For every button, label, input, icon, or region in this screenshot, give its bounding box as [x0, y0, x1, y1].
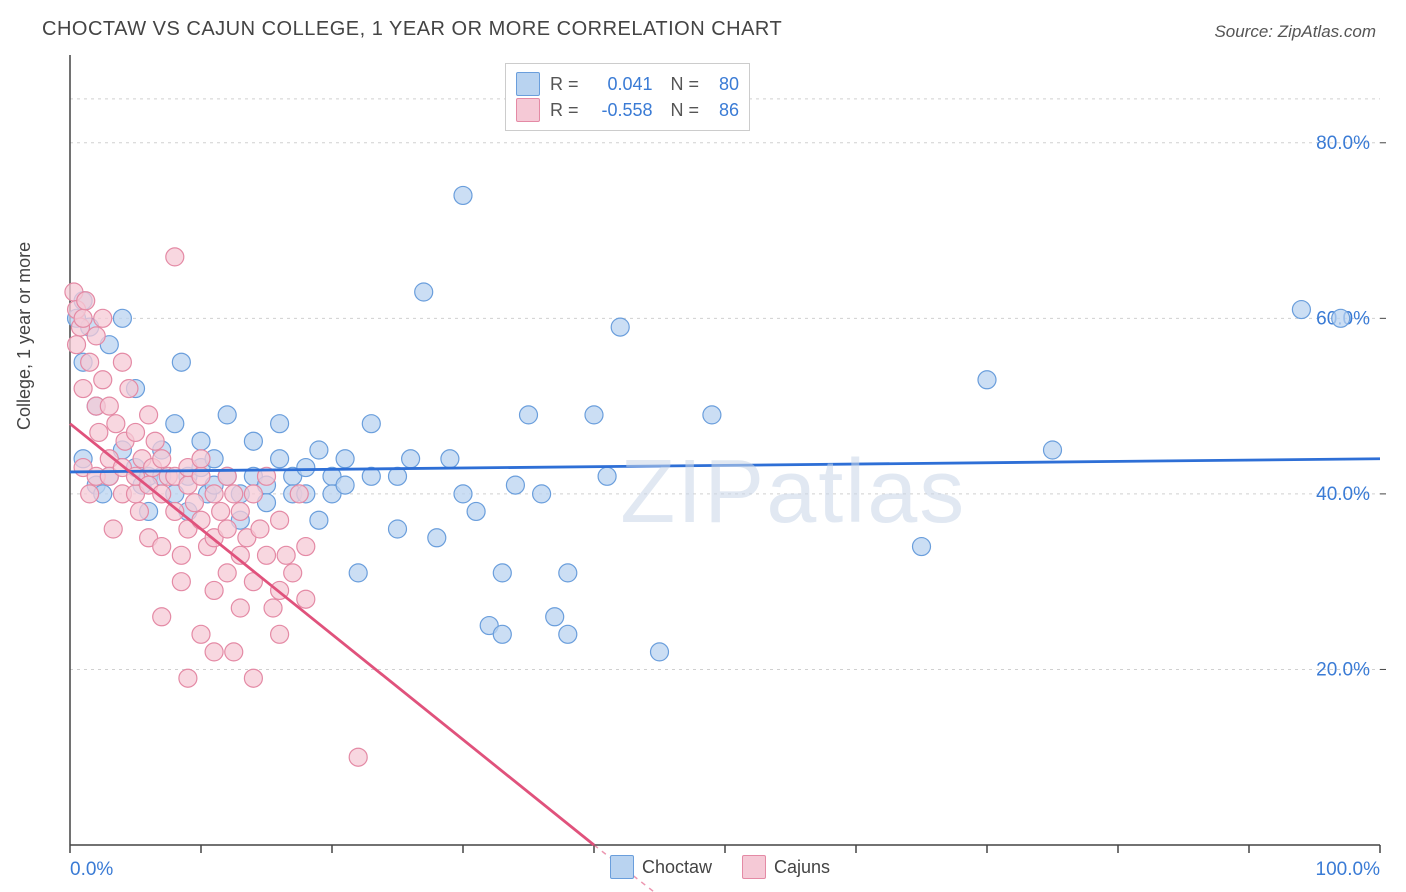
corr-legend-row: R = -0.558 N = 86 — [516, 98, 739, 122]
r-label: R = — [550, 74, 579, 95]
r-label: R = — [550, 100, 579, 121]
scatter-plot: 0.0%100.0%20.0%40.0%60.0%80.0% — [50, 55, 1380, 885]
corr-legend-row: R = 0.041 N = 80 — [516, 72, 739, 96]
source-label: Source: ZipAtlas.com — [1214, 22, 1376, 42]
legend-label: Cajuns — [774, 857, 830, 878]
series-legend: Choctaw Cajuns — [610, 855, 830, 879]
legend-item: Cajuns — [742, 855, 830, 879]
legend-label: Choctaw — [642, 857, 712, 878]
source-name: ZipAtlas.com — [1278, 22, 1376, 41]
legend-swatch — [610, 855, 634, 879]
legend-item: Choctaw — [610, 855, 712, 879]
svg-text:20.0%: 20.0% — [1316, 659, 1370, 680]
y-axis-label: College, 1 year or more — [14, 242, 35, 430]
svg-text:80.0%: 80.0% — [1316, 133, 1370, 154]
svg-text:0.0%: 0.0% — [70, 859, 113, 880]
r-value: 0.041 — [589, 74, 653, 95]
source-prefix: Source: — [1214, 22, 1277, 41]
n-value: 86 — [709, 100, 739, 121]
legend-swatch — [516, 72, 540, 96]
svg-text:100.0%: 100.0% — [1316, 859, 1381, 880]
chart-area: 0.0%100.0%20.0%40.0%60.0%80.0% ZIPatlas … — [50, 55, 1380, 845]
legend-swatch — [742, 855, 766, 879]
legend-swatch — [516, 98, 540, 122]
svg-text:40.0%: 40.0% — [1316, 484, 1370, 505]
n-label: N = — [671, 74, 700, 95]
correlation-legend: R = 0.041 N = 80 R = -0.558 N = 86 — [505, 63, 750, 131]
n-value: 80 — [709, 74, 739, 95]
chart-title: CHOCTAW VS CAJUN COLLEGE, 1 YEAR OR MORE… — [42, 18, 782, 41]
n-label: N = — [671, 100, 700, 121]
r-value: -0.558 — [589, 100, 653, 121]
